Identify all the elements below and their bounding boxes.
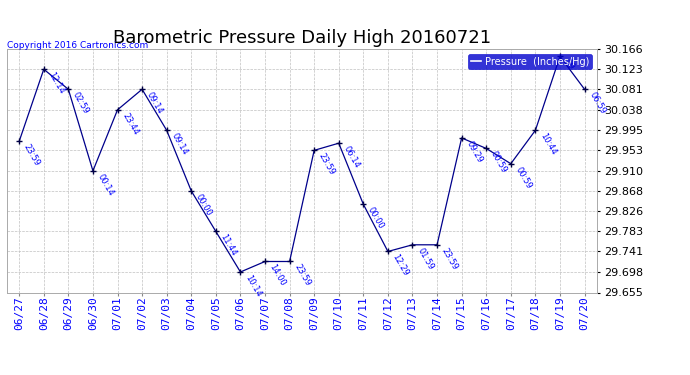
Text: 23:59: 23:59 [22, 142, 41, 168]
Text: 00:59: 00:59 [513, 165, 533, 190]
Title: Barometric Pressure Daily High 20160721: Barometric Pressure Daily High 20160721 [112, 29, 491, 47]
Text: 23:59: 23:59 [293, 263, 312, 288]
Text: 10:44: 10:44 [538, 132, 558, 157]
Text: 00:59: 00:59 [489, 150, 509, 175]
Text: 06:59: 06:59 [587, 91, 607, 116]
Text: 14:00: 14:00 [268, 263, 288, 288]
Text: 00:14: 00:14 [96, 172, 115, 197]
Text: 00:00: 00:00 [194, 192, 214, 217]
Text: 12:14: 12:14 [46, 70, 66, 96]
Text: 23:59: 23:59 [317, 152, 337, 177]
Legend: Pressure  (Inches/Hg): Pressure (Inches/Hg) [469, 54, 592, 69]
Text: 23:59: 23:59 [440, 246, 460, 272]
Text: 00:00: 00:00 [366, 206, 386, 231]
Text: 09: 09 [563, 58, 575, 71]
Text: 11:44: 11:44 [219, 233, 238, 258]
Text: 02:59: 02:59 [71, 91, 91, 116]
Text: 09:14: 09:14 [170, 132, 189, 157]
Text: 09:14: 09:14 [145, 91, 164, 116]
Text: 06:14: 06:14 [342, 145, 362, 170]
Text: 12:29: 12:29 [391, 253, 411, 278]
Text: 23:44: 23:44 [120, 111, 140, 136]
Text: Copyright 2016 Cartronics.com: Copyright 2016 Cartronics.com [7, 41, 148, 50]
Text: 01:59: 01:59 [415, 246, 435, 271]
Text: 09:29: 09:29 [464, 140, 484, 164]
Text: 10:14: 10:14 [243, 273, 263, 298]
